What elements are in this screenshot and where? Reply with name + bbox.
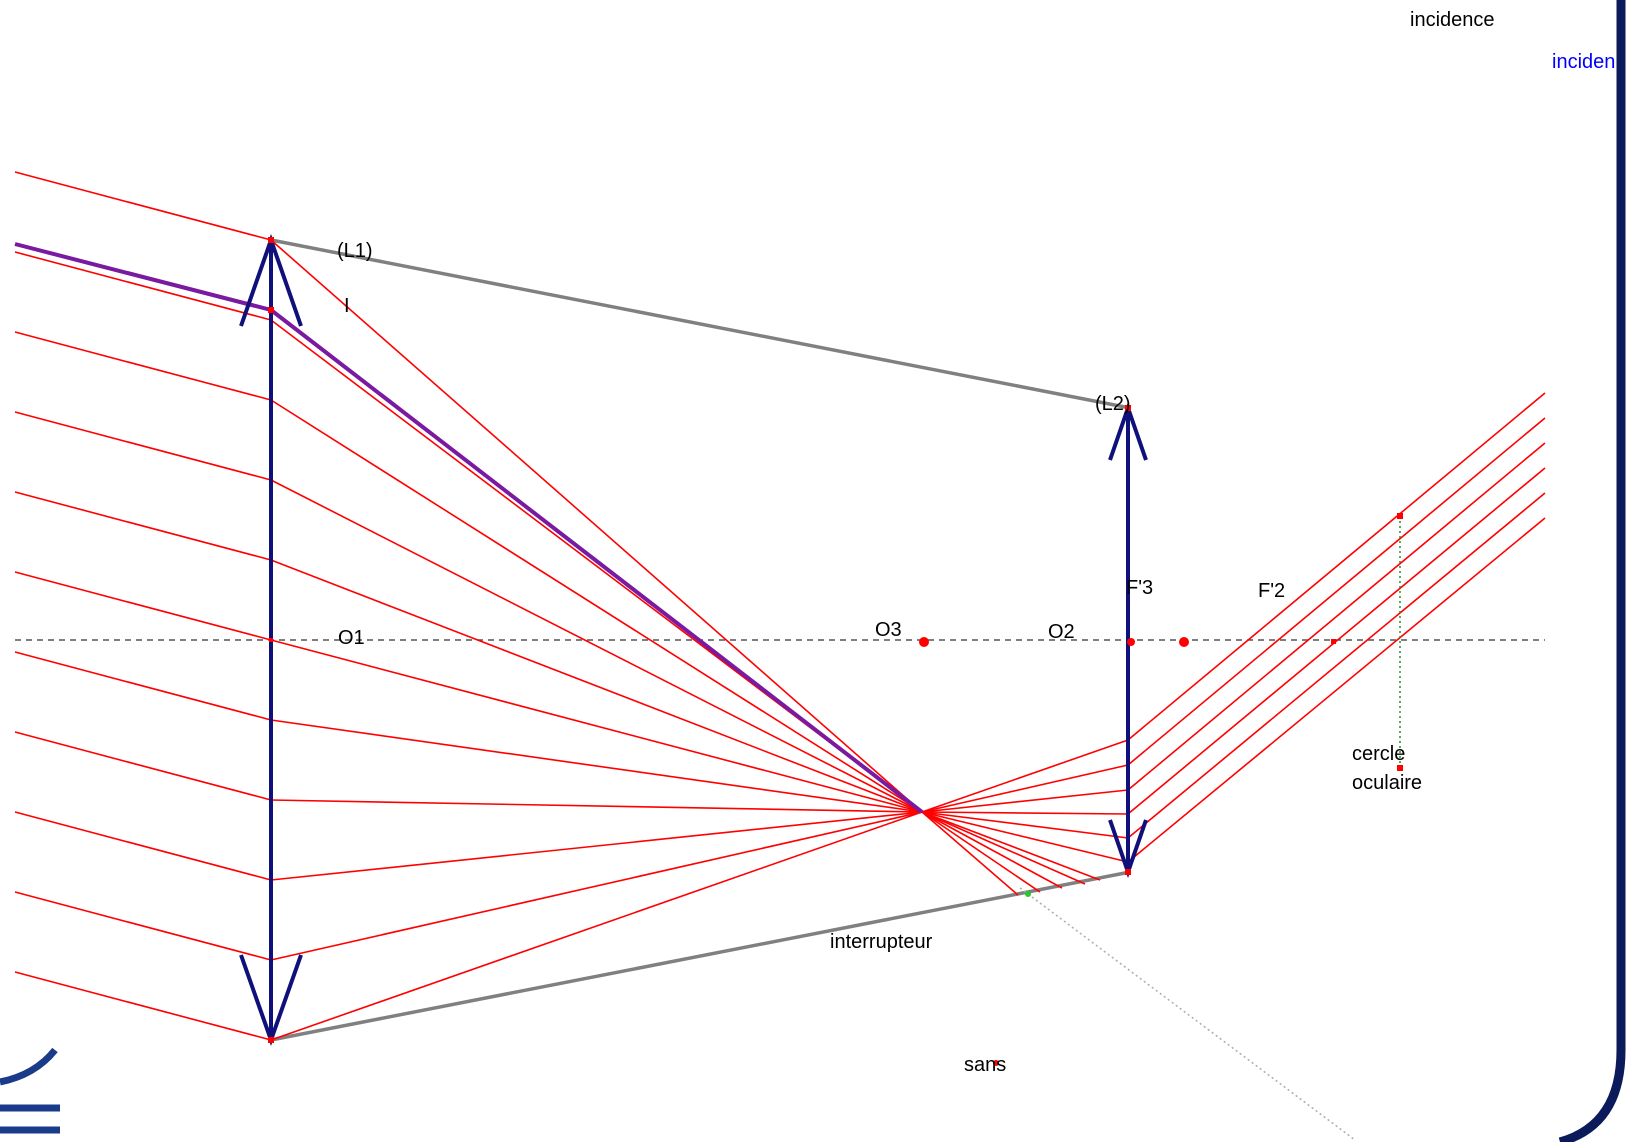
guide-line [1019,887,1356,1141]
ray-incoming [14,331,272,401]
point-l1-bottom [268,1037,274,1043]
ray-refracted [270,811,923,881]
interrupteur-line [270,870,1131,1042]
point-l2-top [1125,405,1131,411]
ray-refracted [270,811,923,1041]
ray-refracted [270,559,923,813]
ray-incoming [14,891,272,961]
ray-stopped [921,811,1086,885]
label-oculaire: oculaire [1352,772,1422,794]
label-sans: sans [964,1054,1006,1076]
label-incidence-blue: inciden [1552,51,1615,73]
label-lens2: (L2) [1095,393,1131,415]
label-incidence-top: incidence [1410,9,1495,31]
ray-refracted [270,799,923,813]
ray-incoming [14,571,272,641]
label-point-i: I [344,295,350,317]
point-l1-top [268,237,274,243]
label-lens1: (L1) [337,240,373,262]
ray-refracted [270,479,923,813]
ray-emerging [1127,417,1546,766]
point-green [1025,891,1031,897]
point-cercle-bottom [1397,765,1403,771]
label-f3: F'3 [1126,577,1153,599]
point-cercle-top [1397,513,1403,519]
ray-incoming [14,251,272,321]
ray-emerging [1127,492,1546,839]
point-l2-bottom [1125,869,1131,875]
ray-refracted [270,719,923,813]
ray-emerging [1127,467,1546,815]
ray-incoming [14,411,272,481]
frame-border [1558,0,1626,1142]
label-o2: O2 [1048,621,1075,643]
ray-stopped [921,811,1101,881]
label-cercle: cercle [1352,743,1405,765]
ray-refracted [270,239,923,813]
ray-incoming [14,171,272,241]
point-o1 [269,638,273,642]
ray-refracted [270,399,923,813]
ray-diverging [921,789,1129,813]
point-sans [993,1060,999,1066]
ray-incoming [14,731,272,801]
ray-diverging [921,811,1129,839]
point-i [268,307,274,313]
ray-diverging [921,811,1129,863]
point-f2 [1331,639,1336,644]
ray-emerging [1127,442,1546,791]
label-o1: O1 [338,627,365,649]
ray-diverging [921,739,1129,813]
points [268,237,1403,1066]
label-o3: O3 [875,619,902,641]
ray-stopped [921,811,1019,896]
label-interrupteur: interrupteur [830,931,933,953]
ray-incoming [14,971,272,1041]
ray-emerging [1127,517,1546,863]
ray-stopped [921,811,1041,893]
logo-icon [0,1047,60,1134]
point-o2 [1127,638,1135,646]
ray-emerging [1127,392,1546,741]
label-f2: F'2 [1258,580,1285,602]
ray-refracted [270,811,923,961]
mount-top-line [270,238,1131,410]
point-f3 [1179,637,1189,647]
ray-incoming [14,651,272,721]
ray-stopped [921,811,1063,889]
ray-incoming [14,491,272,561]
point-o3 [919,637,929,647]
ray-diverging [921,811,1129,815]
ray-refracted [270,639,923,813]
ray-diverging [921,764,1129,813]
ray-incoming [14,811,272,881]
